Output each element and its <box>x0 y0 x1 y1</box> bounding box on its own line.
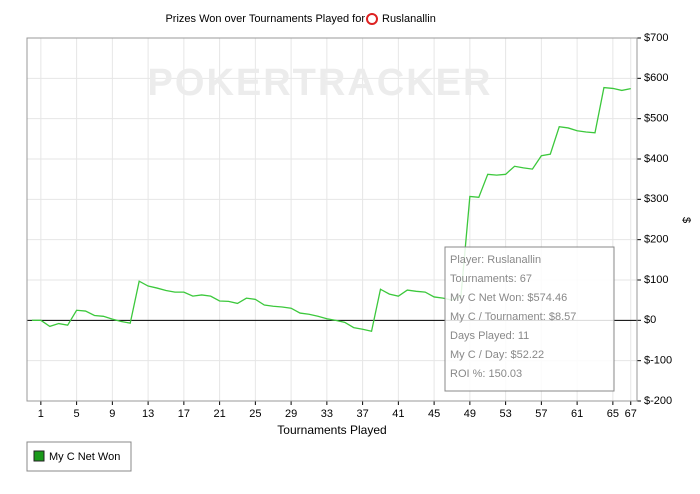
player-icon <box>366 13 378 25</box>
tooltip-line: My C / Tournament: $8.57 <box>450 311 576 323</box>
player-name: Ruslanallin <box>382 13 436 25</box>
y-tick-label: $-100 <box>644 355 672 367</box>
x-tick-label: 9 <box>109 408 115 420</box>
x-tick-label: 67 <box>625 408 637 420</box>
y-tick-label: $-200 <box>644 395 672 407</box>
x-tick-label: 13 <box>142 408 154 420</box>
tooltip-line: Days Played: 11 <box>450 330 529 342</box>
x-tick-label: 41 <box>392 408 404 420</box>
data-line <box>31 86 631 333</box>
x-tick-label: 5 <box>74 408 80 420</box>
x-tick-label: 25 <box>249 408 261 420</box>
tooltip-line: My C Net Won: $574.46 <box>450 292 567 304</box>
x-tick-label: 49 <box>464 408 476 420</box>
legend-swatch <box>33 450 45 462</box>
x-tick-label: 21 <box>213 408 225 420</box>
tooltip-box <box>444 246 615 392</box>
tooltip-line: My C / Day: $52.22 <box>450 349 544 361</box>
y-tick-label: $700 <box>644 32 668 44</box>
x-tick-label: 33 <box>321 408 333 420</box>
legend-label: My C Net Won <box>49 451 120 463</box>
x-tick-label: 53 <box>499 408 511 420</box>
x-tick-label: 45 <box>428 408 440 420</box>
chart-title: Prizes Won over Tournaments Played for <box>165 13 365 25</box>
x-tick-label: 57 <box>535 408 547 420</box>
tooltip-line: Tournaments: 67 <box>450 273 532 285</box>
y-tick-label: $100 <box>644 274 668 286</box>
x-tick-label: 65 <box>607 408 619 420</box>
y-tick-label: $300 <box>644 193 668 205</box>
x-tick-label: 61 <box>571 408 583 420</box>
y-tick-label: $200 <box>644 234 668 246</box>
y-tick-label: $400 <box>644 153 668 165</box>
y-tick-label: $0 <box>644 314 656 326</box>
y-tick-label: $500 <box>644 113 668 125</box>
x-tick-label: 29 <box>285 408 297 420</box>
plot-border <box>26 37 638 402</box>
y-axis-label: $ <box>680 217 692 223</box>
tooltip-line: Player: Ruslanallin <box>450 254 541 266</box>
y-tick-label: $600 <box>644 72 668 84</box>
x-tick-label: 37 <box>356 408 368 420</box>
tooltip-line: ROI %: 150.03 <box>450 368 522 380</box>
tooltip: Player: Ruslanallin Tournaments: 67 My C N… <box>444 246 615 392</box>
x-axis-label: Tournaments Played <box>277 423 386 437</box>
x-tick-label: 1 <box>38 408 44 420</box>
watermark: POKERTRACKER <box>148 62 493 104</box>
x-tick-label: 17 <box>178 408 190 420</box>
